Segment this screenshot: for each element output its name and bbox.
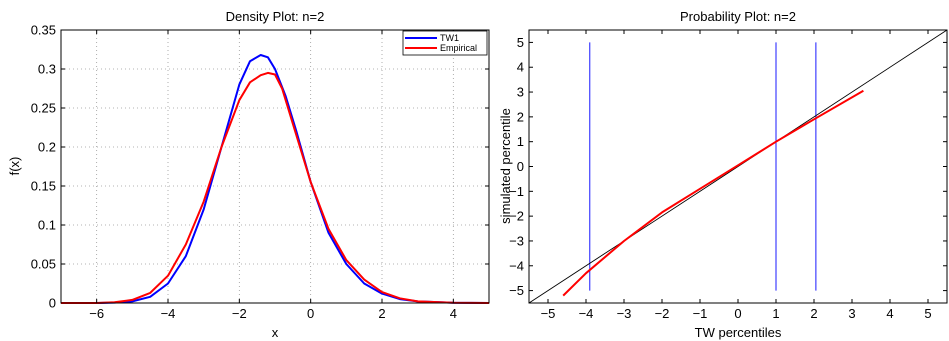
density-y-tick-label-5: 0.25 [31,101,56,116]
probability-y-tick-label-5: 0 [517,159,524,174]
probability-x-tick-label-1: −4 [579,306,594,321]
density-x-axis-label: x [272,325,279,340]
probability-x-axis-label: TW percentiles [695,325,782,340]
probability-plot-panel: Probability Plot: n=2 −5 −4 −3 −2 −1 0 1 2 3 4 5−5… [498,9,948,340]
density-x-tick-label-0: −6 [89,306,104,321]
probability-x-tick-label-9: 4 [886,306,893,321]
density-y-tick-label-2: 0.1 [38,218,56,233]
probability-series [528,29,948,304]
probability-y-tick-label-8: 3 [517,85,524,100]
probability-x-tick-label-3: −2 [655,306,670,321]
probability-y-tick-label-0: −5 [509,283,524,298]
probability-x-tick-label-5: 0 [734,306,741,321]
density-axes-box [60,29,490,304]
probability-y-tick-label-6: 1 [517,134,524,149]
legend-label-tw1: TW1 [440,33,459,43]
probability-plot-title: Probability Plot: n=2 [680,9,796,24]
density-x-tick-label-4: 2 [378,306,385,321]
density-x-tick-label-5: 4 [450,306,457,321]
probability-y-tick-label-1: −4 [509,258,524,273]
density-series-empirical [61,71,490,304]
probability-reference-line [528,29,948,304]
probability-x-tick-label-10: 5 [924,306,931,321]
probability-y-axis-label: simulated percentile [498,108,513,224]
legend-label-empirical: Empirical [440,43,477,53]
density-series-tw1 [61,54,490,304]
probability-x-tick-label-8: 3 [848,306,855,321]
probability-simulated-series [562,89,864,297]
probability-y-tick-label-10: 5 [517,35,524,50]
probability-y-tick-label-9: 4 [517,60,524,75]
legend-box [402,30,488,56]
density-plot-title: Density Plot: n=2 [226,9,325,24]
probability-x-tick-label-6: 1 [772,306,779,321]
density-y-tick-label-7: 0.35 [31,23,56,38]
probability-y-tick-label-2: −3 [509,233,524,248]
density-ticks: −6 −4 −2 0 2 4 0 0.05 0.1 0.15 0.2 0.25 0.3 0.35 [31,23,489,321]
density-series [61,54,490,304]
probability-x-tick-label-2: −3 [617,306,632,321]
density-y-axis-label: f(x) [7,157,22,176]
density-y-tick-label-3: 0.15 [31,179,56,194]
probability-ticks: −5 −4 −3 −2 −1 0 1 2 3 4 5 −5 −4 −3 −2 −1 0 1 2 3 4 5 [509,30,947,321]
density-plot-panel: Density Plot: n=2 −6 −4 −2 0 2 4 0 0.05 0.1 0.15 0… [7,9,490,340]
density-y-tick-label-0: 0 [49,296,56,311]
density-y-tick-label-4: 0.2 [38,140,56,155]
probability-y-tick-label-7: 2 [517,109,524,124]
density-x-tick-label-1: −4 [161,306,176,321]
density-y-tick-label-6: 0.3 [38,62,56,77]
probability-x-tick-label-4: −1 [693,306,708,321]
probability-x-tick-label-7: 2 [810,306,817,321]
probability-y-tick-label-4: −1 [509,184,524,199]
density-legend: TW1 Empirical [402,30,488,56]
probability-x-tick-label-0: −5 [541,306,556,321]
probability-y-tick-label-3: −2 [509,209,524,224]
density-x-tick-label-3: 0 [307,306,314,321]
density-x-tick-label-2: −2 [232,306,247,321]
density-y-tick-label-1: 0.05 [31,257,56,272]
